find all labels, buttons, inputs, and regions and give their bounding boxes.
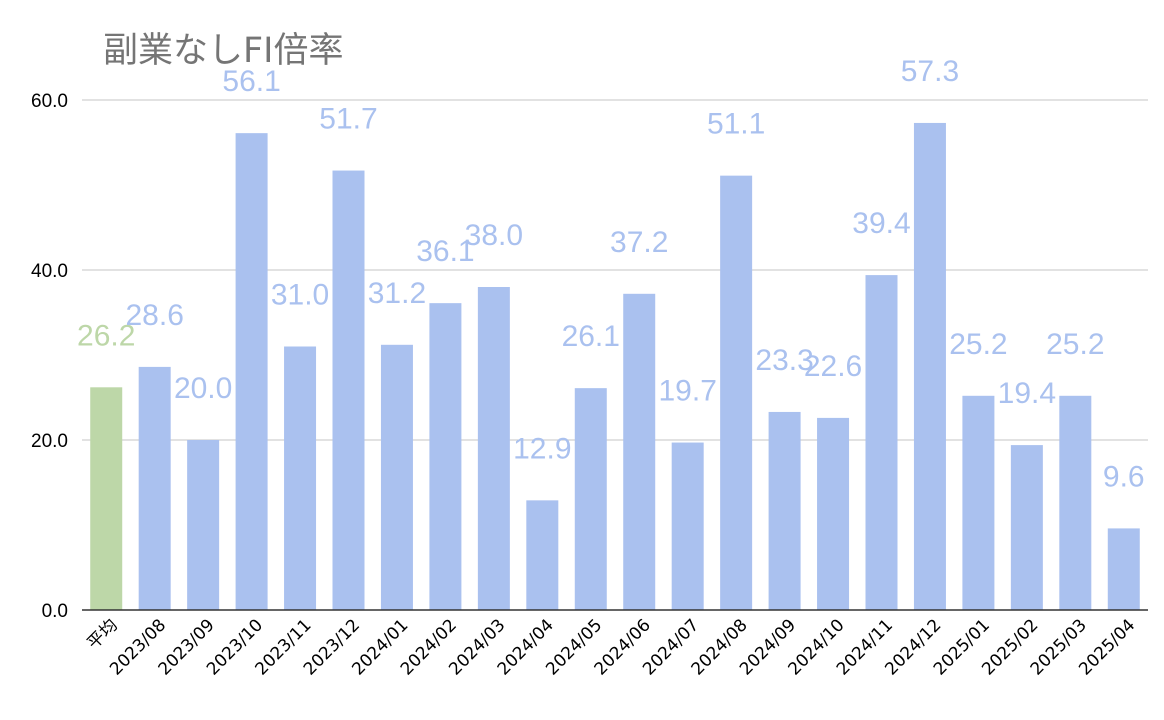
data-label: 28.6: [125, 299, 183, 332]
bar: [913, 122, 946, 610]
bar: [768, 411, 801, 610]
data-label: 31.2: [368, 277, 426, 310]
data-label: 56.1: [222, 65, 280, 98]
data-label: 9.6: [1103, 460, 1145, 493]
bar: [90, 387, 123, 610]
data-label: 26.2: [77, 319, 135, 352]
data-label: 51.7: [319, 103, 377, 136]
data-label: 22.6: [804, 350, 862, 383]
data-label: 12.9: [513, 432, 571, 465]
data-label: 20.0: [174, 372, 232, 405]
bar: [574, 388, 607, 610]
bar: [138, 366, 171, 610]
y-tick-label: 40.0: [31, 261, 68, 282]
bar: [1059, 395, 1092, 610]
bar: [1010, 445, 1043, 610]
data-label: 38.0: [465, 219, 523, 252]
data-label: 25.2: [949, 328, 1007, 361]
data-label: 23.3: [755, 344, 813, 377]
bar: [623, 293, 656, 610]
y-tick-label: 0.0: [42, 601, 68, 622]
bar: [332, 170, 365, 611]
data-label: 19.4: [998, 377, 1056, 410]
bar: [284, 346, 317, 610]
data-label: 19.7: [658, 375, 716, 408]
data-label: 25.2: [1046, 328, 1104, 361]
bar: [865, 275, 898, 610]
data-label: 36.1: [416, 235, 474, 268]
y-tick-label: 20.0: [31, 431, 68, 452]
bar: [477, 287, 510, 610]
data-label: 26.1: [562, 320, 620, 353]
bar: [720, 175, 753, 610]
x-tick-label: 平均: [84, 615, 122, 653]
data-label: 57.3: [901, 55, 959, 88]
bar: [429, 303, 462, 610]
data-label: 31.0: [271, 279, 329, 312]
y-tick-label: 60.0: [31, 91, 68, 112]
data-label: 39.4: [852, 207, 910, 240]
bar: [187, 440, 220, 610]
bar: [1107, 528, 1140, 610]
data-label: 51.1: [707, 108, 765, 141]
bar: [671, 442, 704, 610]
bar: [962, 395, 995, 610]
data-label: 37.2: [610, 226, 668, 259]
chart-title: 副業なしFI倍率: [103, 31, 344, 71]
bar: [817, 417, 850, 610]
bar: [235, 133, 268, 610]
bar: [380, 344, 413, 610]
bar: [526, 500, 559, 610]
